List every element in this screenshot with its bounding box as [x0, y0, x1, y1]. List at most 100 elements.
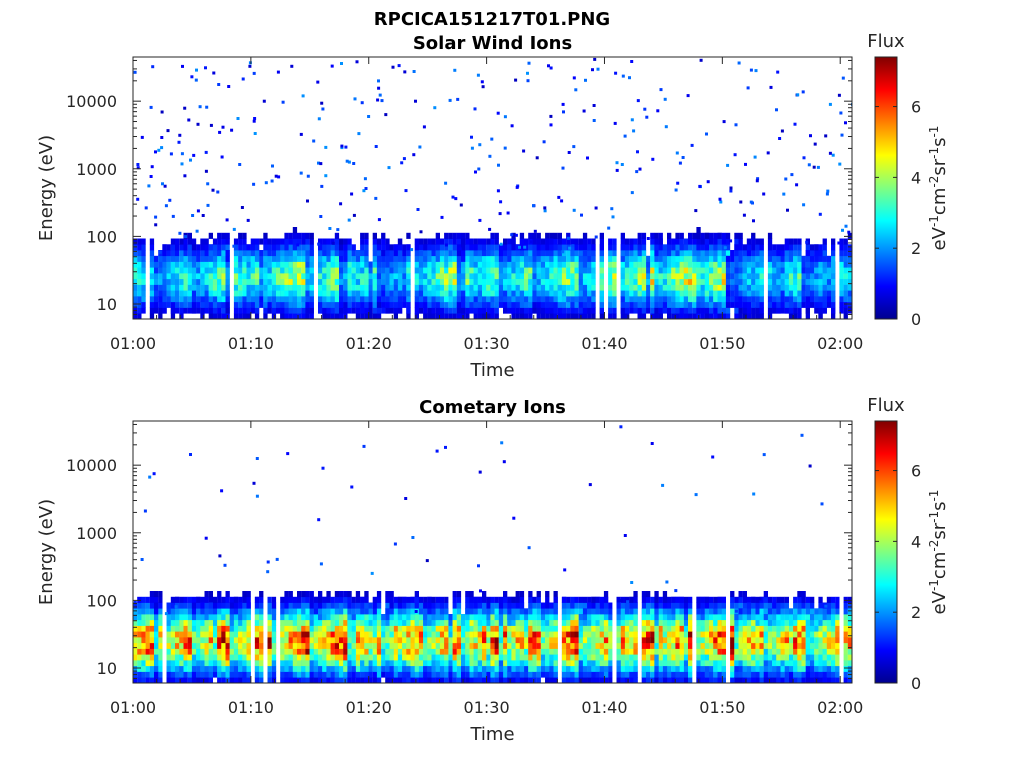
heatmap-cell	[120, 660, 124, 666]
heatmap-cell	[284, 267, 289, 274]
heatmap-cell	[679, 250, 684, 257]
heatmap-cell	[259, 284, 264, 291]
heatmap-cell	[624, 313, 630, 319]
noise-point	[451, 195, 455, 199]
heatmap-cell	[280, 671, 285, 678]
noise-point	[844, 224, 848, 228]
heatmap-cell	[692, 261, 697, 268]
heatmap-cell	[372, 284, 377, 291]
heatmap-cell	[494, 232, 499, 239]
heatmap-cell	[355, 284, 361, 291]
heatmap-cell	[133, 250, 138, 257]
heatmap-cell	[566, 255, 571, 262]
heatmap-cell	[246, 631, 251, 638]
heatmap-cell	[683, 267, 689, 274]
heatmap-cell	[297, 637, 302, 644]
heatmap-cell	[112, 267, 116, 273]
heatmap-cell	[221, 660, 226, 667]
noise-point	[522, 149, 526, 153]
heatmap-cell	[650, 261, 655, 268]
heatmap-cell	[376, 250, 382, 257]
heatmap-cell	[734, 255, 739, 262]
noise-point	[476, 73, 480, 77]
heatmap-cell	[532, 255, 537, 262]
heatmap-cell	[246, 677, 251, 683]
noise-point	[594, 206, 598, 210]
heatmap-cell	[125, 279, 129, 285]
heatmap-cell	[587, 290, 592, 297]
heatmap-cell	[238, 296, 243, 303]
heatmap-cell	[137, 313, 142, 319]
heatmap-cell	[196, 642, 201, 649]
heatmap-cell	[263, 244, 268, 251]
heatmap-cell	[759, 255, 764, 262]
heatmap-cell	[612, 313, 617, 319]
heatmap-cell	[675, 244, 680, 251]
heatmap-cell	[347, 255, 352, 262]
heatmap-cell	[528, 255, 533, 262]
heatmap-cell	[158, 608, 163, 615]
heatmap-cell	[477, 301, 483, 308]
heatmap-cell	[204, 284, 209, 291]
noise-point	[586, 156, 589, 160]
heatmap-cell	[305, 654, 310, 661]
heatmap-cell	[637, 284, 642, 291]
heatmap-cell	[574, 313, 579, 319]
heatmap-cell	[805, 307, 810, 314]
heatmap-cell	[431, 273, 436, 280]
heatmap-cell	[318, 296, 323, 303]
heatmap-cell	[465, 238, 470, 245]
heatmap-cell	[246, 665, 251, 672]
heatmap-cell	[503, 244, 508, 251]
heatmap-cell	[456, 296, 462, 303]
heatmap-cell	[784, 261, 789, 268]
heatmap-cell	[330, 290, 335, 297]
heatmap-cell	[229, 619, 234, 626]
heatmap-cell	[162, 255, 167, 262]
heatmap-cell	[133, 313, 134, 319]
heatmap-cell	[498, 267, 504, 274]
heatmap-cell	[297, 290, 302, 297]
heatmap-cell	[490, 267, 495, 274]
heatmap-cell	[259, 631, 264, 638]
heatmap-cell	[725, 284, 731, 291]
noise-point	[592, 119, 596, 122]
heatmap-cell	[742, 261, 747, 268]
heatmap-cell	[742, 255, 747, 262]
heatmap-cell	[246, 619, 251, 626]
heatmap-cell	[141, 648, 146, 655]
heatmap-cell	[713, 250, 718, 257]
noise-point	[211, 188, 215, 192]
heatmap-cell	[120, 250, 124, 256]
heatmap-cell	[654, 284, 659, 291]
heatmap-cell	[852, 262, 856, 268]
heatmap-cell	[561, 278, 567, 285]
heatmap-cell	[461, 261, 466, 268]
heatmap-cell	[810, 278, 815, 285]
heatmap-cell	[301, 301, 306, 308]
heatmap-cell	[633, 273, 638, 280]
heatmap-cell	[515, 313, 520, 319]
heatmap-cell	[376, 307, 382, 314]
heatmap-cell	[242, 648, 247, 655]
heatmap-cell	[574, 255, 579, 262]
heatmap-cell	[843, 261, 848, 268]
heatmap-cell	[339, 250, 344, 257]
heatmap-cell	[633, 255, 638, 262]
heatmap-cell	[376, 290, 382, 297]
heatmap-cell	[788, 278, 794, 285]
x-tick-label: 01:20	[346, 334, 392, 353]
heatmap-cell	[696, 296, 701, 303]
heatmap-cell	[208, 654, 213, 661]
heatmap-cell	[238, 255, 243, 262]
heatmap-cell	[704, 244, 710, 251]
heatmap-cell	[444, 278, 449, 285]
heatmap-cell	[385, 284, 390, 291]
heatmap-cell	[204, 619, 209, 626]
heatmap-cell	[170, 665, 176, 672]
heatmap-cell	[217, 625, 222, 632]
heatmap-cell	[318, 284, 323, 291]
heatmap-cell	[204, 631, 209, 638]
noise-point	[136, 166, 140, 170]
heatmap-cell	[465, 278, 470, 285]
